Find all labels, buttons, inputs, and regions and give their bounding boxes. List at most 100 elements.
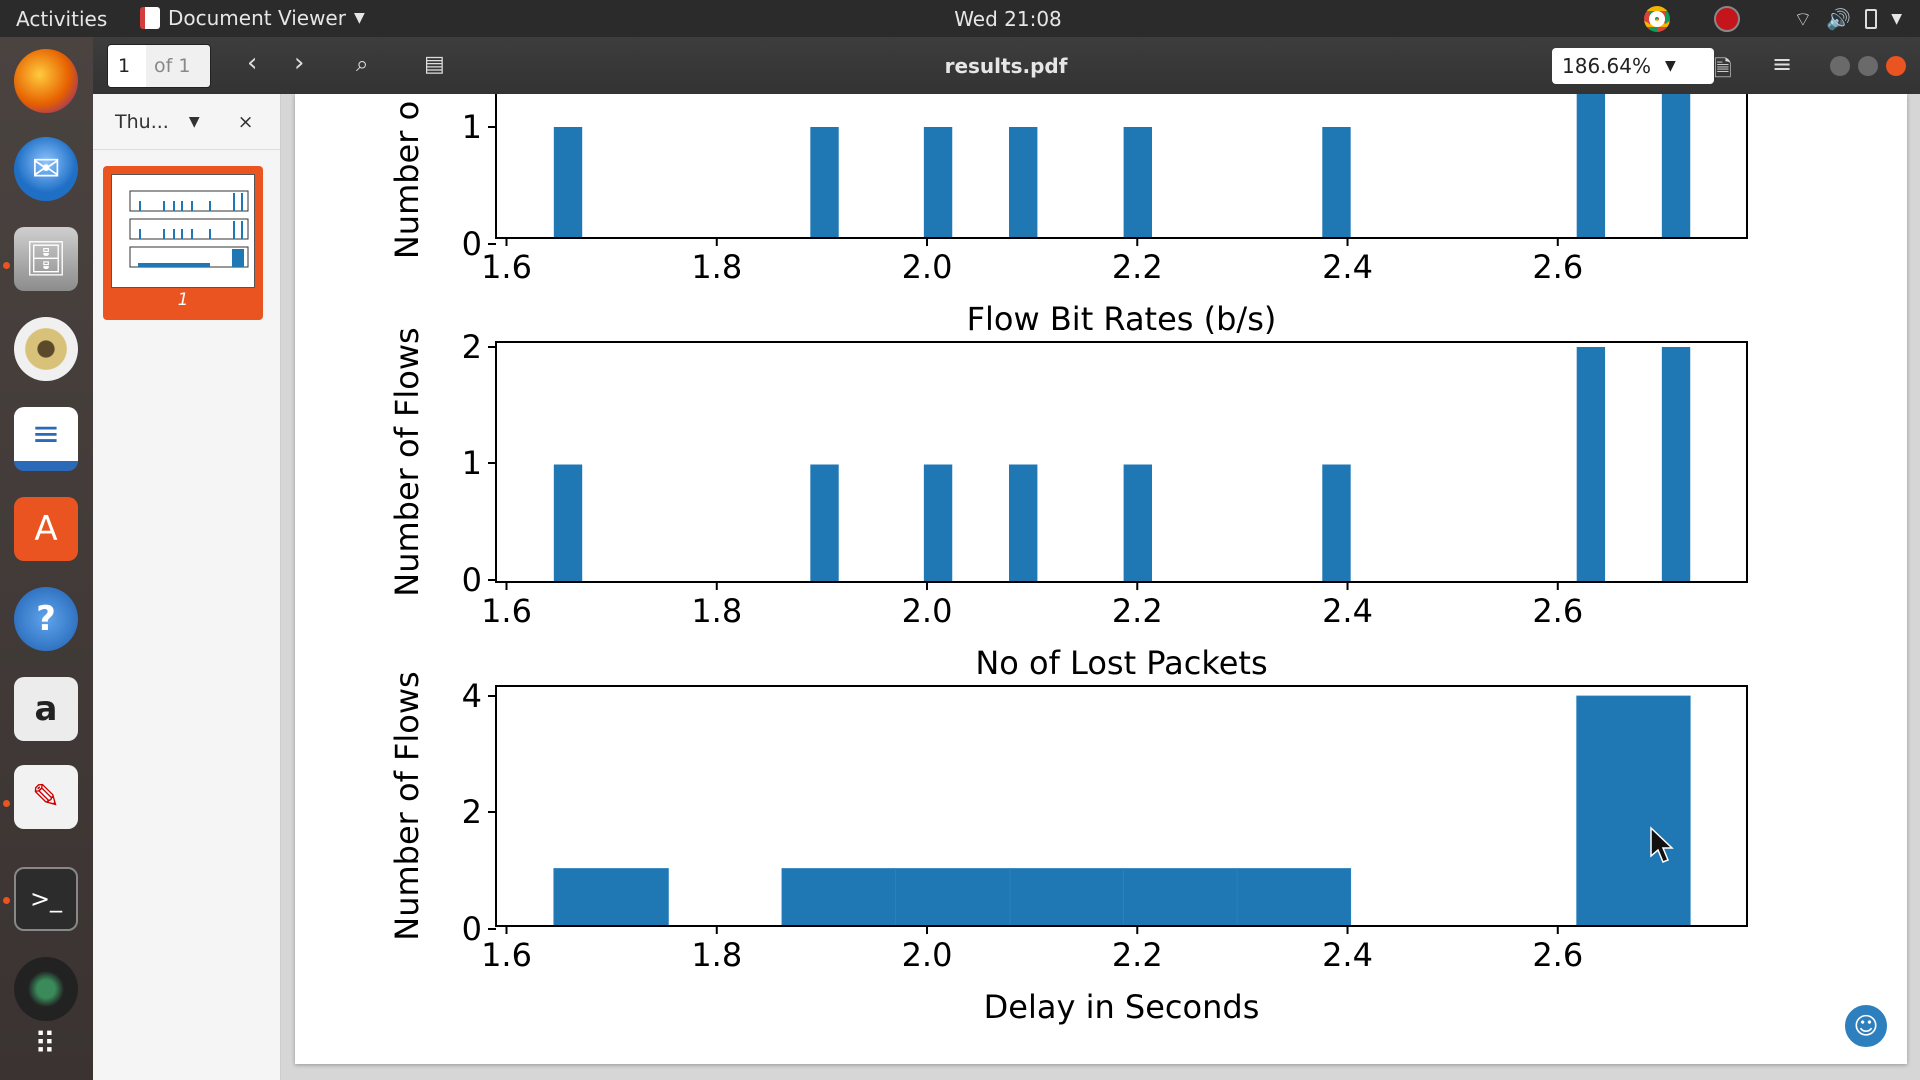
- previous-page-icon[interactable]: ‹: [247, 48, 258, 78]
- histogram-bar-3-7: [1576, 695, 1691, 927]
- x-axis-label-3: Delay in Seconds: [984, 988, 1260, 1026]
- running-indicator: [3, 897, 10, 904]
- x-tick-label-3-6: 2.6: [1532, 936, 1583, 974]
- histogram-bar-2-8: [1661, 347, 1691, 582]
- y-tick-label-2-1: 0: [462, 561, 482, 599]
- launcher-dock: ✉ 🗄 ≡ A ? a ✎ >_ ⠿: [0, 37, 93, 1080]
- x-tick-label-2-6: 2.6: [1532, 592, 1583, 630]
- wifi-icon[interactable]: ⌔: [1793, 6, 1813, 31]
- files-icon[interactable]: 🗄: [14, 227, 78, 291]
- y-tick-label-2-3: 2: [462, 328, 482, 366]
- y-tick-label-1-1: 0: [462, 225, 482, 263]
- plot-frame-2: [495, 341, 1748, 583]
- zoom-value: 186.64%: [1562, 54, 1651, 78]
- document-properties-icon[interactable]: 🗎: [1714, 57, 1732, 82]
- app-menu-label: Document Viewer: [168, 6, 346, 30]
- terminal-icon[interactable]: >_: [14, 867, 78, 931]
- page-total-label: of 1: [146, 45, 210, 87]
- volume-icon[interactable]: 🔊: [1826, 7, 1852, 31]
- x-axis-label-2: No of Lost Packets: [975, 644, 1267, 682]
- x-tick-label-1-6: 2.6: [1532, 248, 1583, 286]
- histogram-bar-1-2: [810, 127, 839, 238]
- top-panel: Activities Document Viewer ▼ Wed 21:08 ⌔…: [0, 0, 1920, 37]
- software-center-icon[interactable]: A: [14, 497, 78, 561]
- app-menu[interactable]: Document Viewer ▼: [140, 6, 365, 30]
- x-tick-label-2-1: 1.6: [481, 592, 532, 630]
- clock[interactable]: Wed 21:08: [954, 7, 1062, 31]
- histogram-bar-3-5: [1123, 868, 1238, 927]
- x-tick-label-2-5: 2.4: [1322, 592, 1373, 630]
- sidebar-close-button[interactable]: ×: [237, 110, 254, 133]
- sidebar-header: Thu... ▼ ×: [93, 94, 280, 150]
- histogram-bar-2-7: [1576, 347, 1606, 582]
- activities-button[interactable]: Activities: [16, 7, 108, 31]
- histogram-bar-2-5: [1123, 464, 1152, 582]
- search-icon[interactable]: ⌕: [356, 52, 369, 77]
- x-tick-label-2-3: 2.0: [902, 592, 953, 630]
- x-tick-label-3-5: 2.4: [1322, 936, 1373, 974]
- histogram-bar-1-5: [1123, 127, 1152, 238]
- system-tray[interactable]: ⌔ 🔊 ▼: [1643, 6, 1902, 32]
- webcam-icon[interactable]: [14, 957, 78, 1021]
- screen-reader-icon[interactable]: ☺: [1843, 1003, 1889, 1049]
- hamburger-menu-icon[interactable]: ≡: [1772, 50, 1793, 78]
- y-axis-label-1: Number o: [388, 101, 426, 259]
- current-page-input[interactable]: 1: [108, 45, 146, 87]
- running-indicator: [3, 262, 10, 269]
- chrome-icon[interactable]: [1643, 6, 1670, 32]
- thumbnail-preview-graphic: [129, 190, 249, 268]
- x-tick-label-1-2: 1.8: [691, 248, 742, 286]
- y-axis-label-2: Number of Flows: [388, 327, 426, 596]
- plot-frame-3: [495, 685, 1748, 927]
- y-tick-label-1-2: 1: [462, 108, 482, 146]
- document-viewer-icon: [140, 7, 160, 29]
- text-editor-icon[interactable]: ✎: [14, 765, 78, 829]
- minimize-button[interactable]: [1830, 56, 1850, 76]
- app-grid-icon[interactable]: ⠿: [34, 1026, 58, 1062]
- maximize-button[interactable]: [1858, 56, 1878, 76]
- x-tick-label-3-3: 2.0: [902, 936, 953, 974]
- annotations-icon[interactable]: ▤: [424, 52, 445, 77]
- x-tick-label-2-2: 1.8: [691, 592, 742, 630]
- histogram-bar-1-1: [553, 127, 583, 238]
- next-page-icon[interactable]: ›: [294, 48, 305, 78]
- battery-icon[interactable]: [1865, 9, 1878, 29]
- thunderbird-icon[interactable]: ✉: [14, 137, 78, 201]
- x-tick-label-3-4: 2.2: [1112, 936, 1163, 974]
- histogram-bar-3-2: [781, 868, 896, 927]
- y-tick-label-3-1: 0: [462, 910, 482, 948]
- histogram-bar-1-3: [923, 127, 953, 238]
- document-viewport[interactable]: 1.6 1.8 2.0 2.2 2.4 2.6 0 1 Flow Bit Rates (b/s)…: [281, 94, 1920, 1080]
- record-icon[interactable]: [1713, 6, 1740, 32]
- pdf-page: 1.6 1.8 2.0 2.2 2.4 2.6 0 1 Flow Bit Rates (b/s)…: [295, 94, 1907, 1064]
- chevron-down-icon[interactable]: ▼: [188, 113, 200, 130]
- histogram-bar-1-8: [1661, 94, 1691, 238]
- histogram-bar-3-3: [895, 868, 1011, 927]
- sidebar-mode-selector[interactable]: Thu...: [115, 110, 169, 133]
- histogram-bar-2-6: [1322, 464, 1351, 582]
- firefox-icon[interactable]: [14, 49, 78, 113]
- mouse-cursor-icon: [1650, 826, 1674, 863]
- chevron-down-icon: ▼: [353, 10, 365, 26]
- page-thumbnail[interactable]: 1: [103, 166, 263, 320]
- histogram-bar-3-4: [1009, 868, 1125, 927]
- chevron-down-icon[interactable]: ▼: [1891, 11, 1902, 27]
- rhythmbox-icon[interactable]: [14, 317, 78, 381]
- histogram-bar-1-6: [1322, 127, 1351, 238]
- sidebar: Thu... ▼ × 1: [93, 94, 281, 1080]
- close-window-button[interactable]: [1886, 56, 1906, 76]
- page-number-entry[interactable]: 1 of 1: [107, 44, 211, 88]
- histogram-bar-1-4: [1009, 127, 1038, 238]
- histogram-bar-2-4: [1009, 464, 1038, 582]
- x-tick-label-3-2: 1.8: [691, 936, 742, 974]
- zoom-selector[interactable]: 186.64% ▼: [1552, 48, 1714, 84]
- libreoffice-writer-icon[interactable]: ≡: [14, 407, 78, 471]
- document-title: results.pdf: [944, 54, 1068, 78]
- chevron-down-icon: ▼: [1664, 58, 1676, 74]
- histogram-bar-3-1: [553, 868, 669, 927]
- histogram-bar-2-1: [553, 464, 583, 582]
- help-icon[interactable]: ?: [14, 587, 78, 651]
- x-tick-label-1-3: 2.0: [902, 248, 953, 286]
- running-indicator: [3, 800, 10, 807]
- amazon-icon[interactable]: a: [14, 677, 78, 741]
